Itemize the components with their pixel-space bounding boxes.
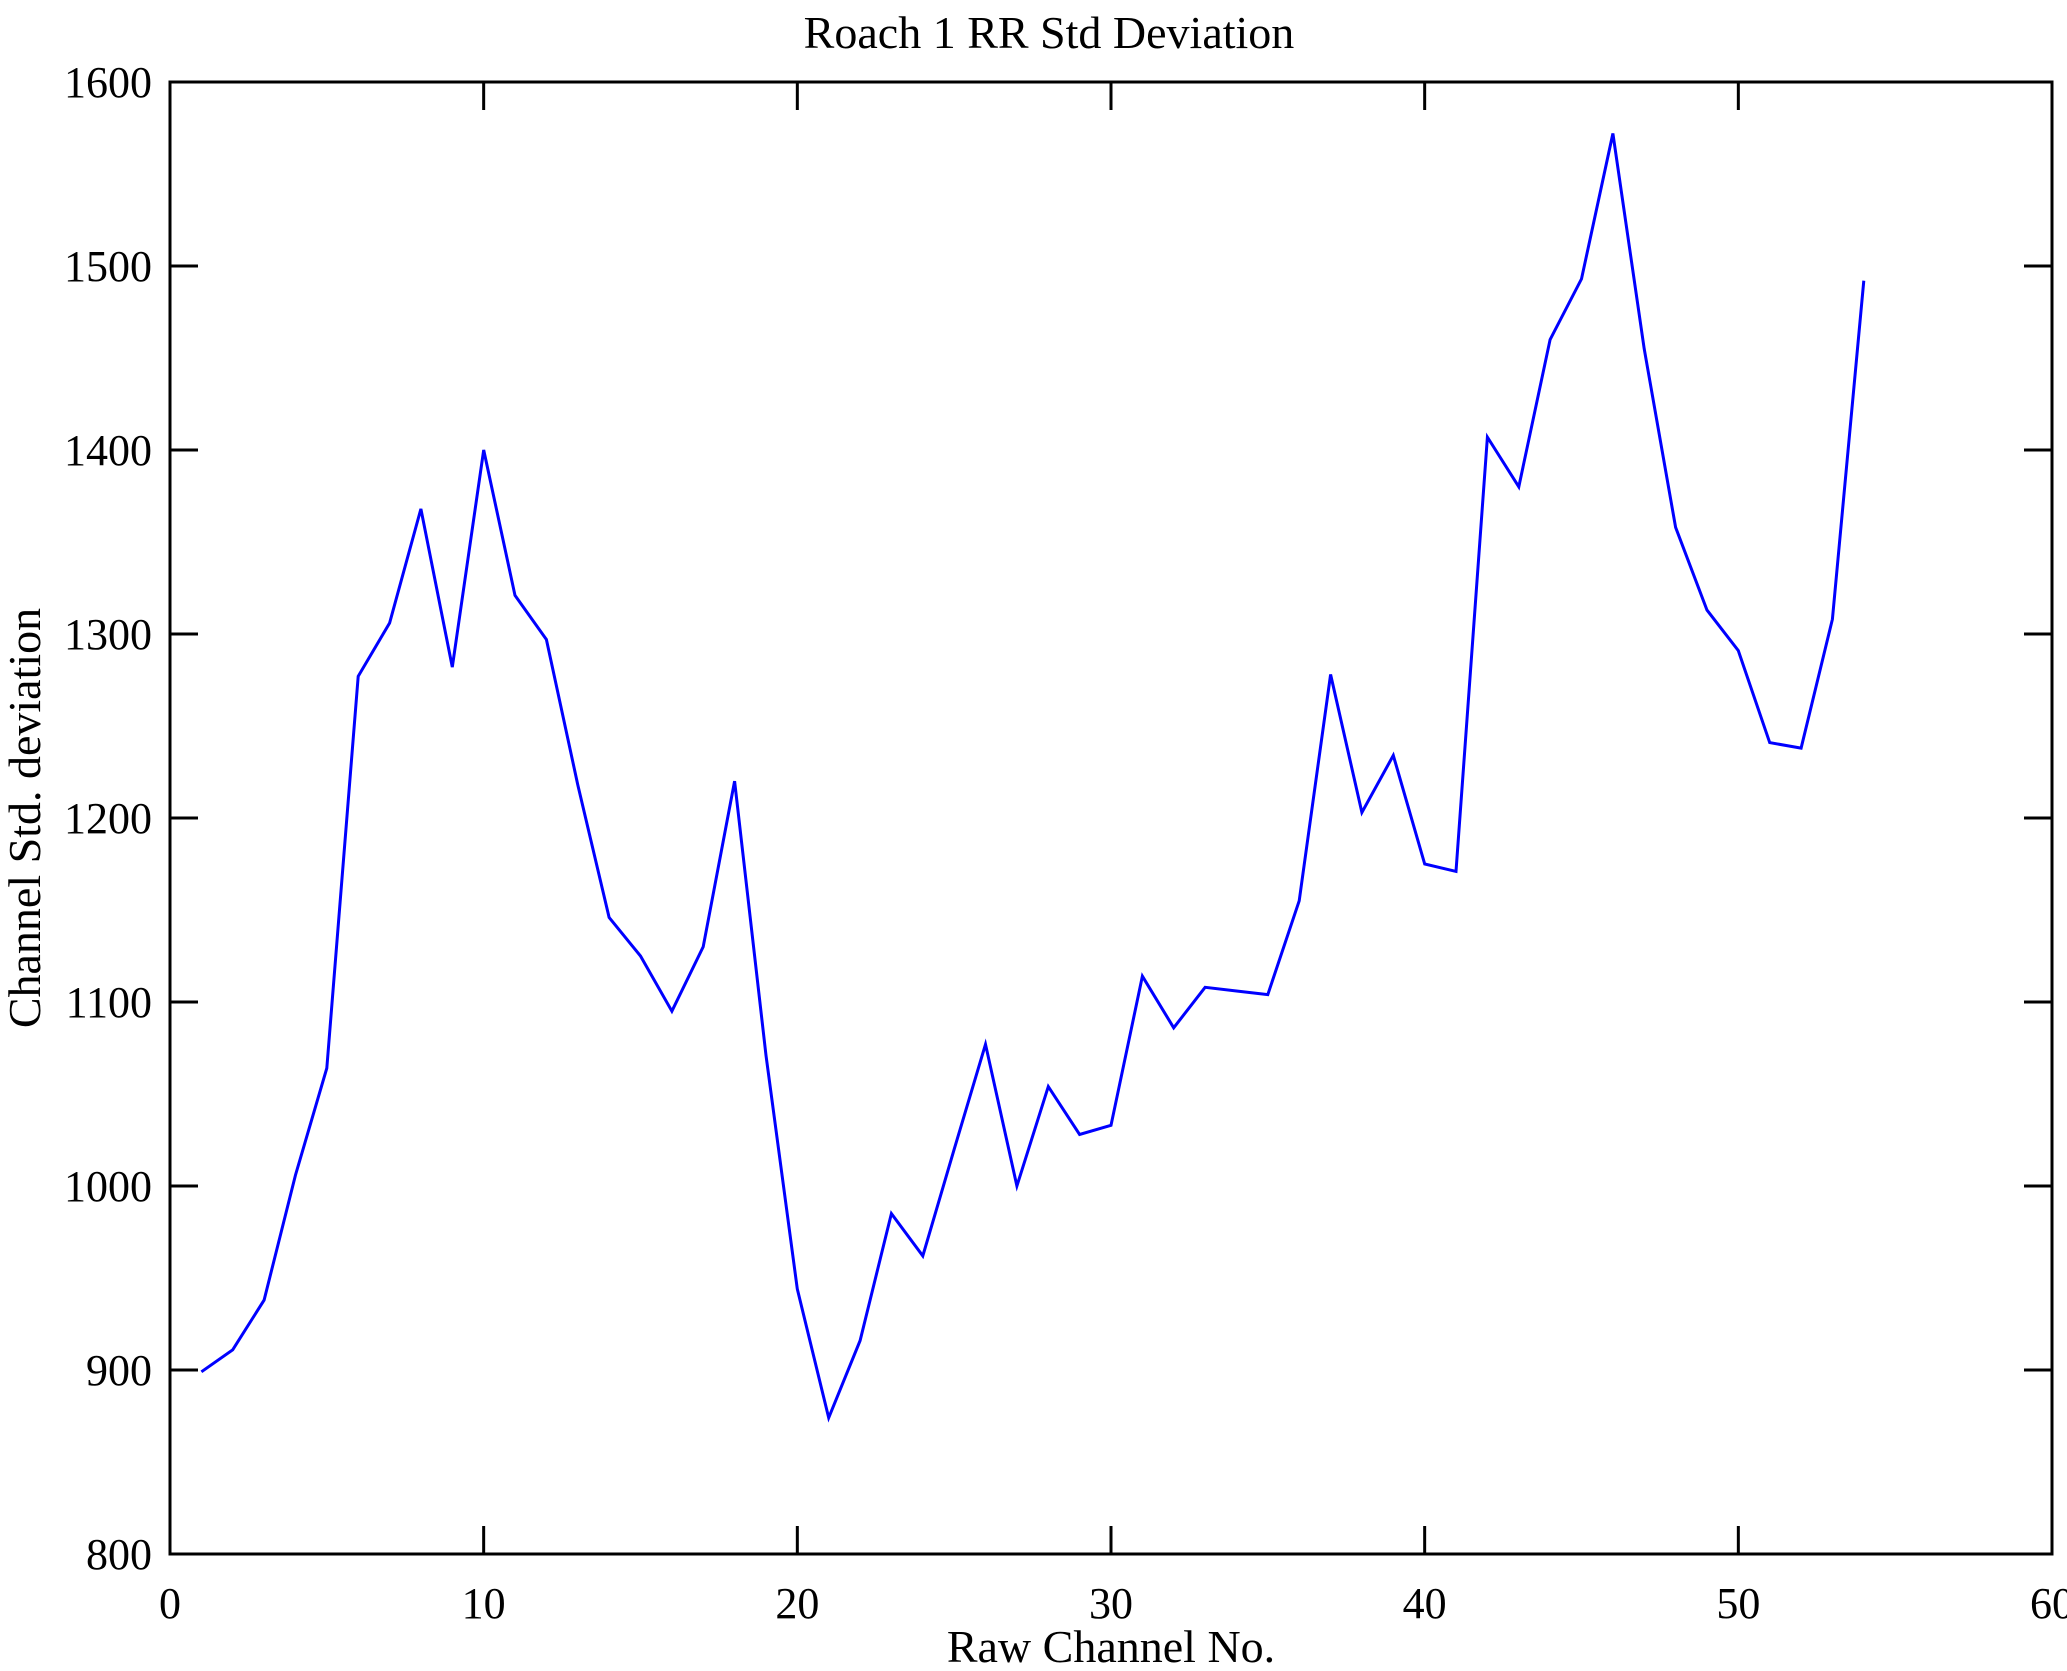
tick-label-layer: 0 10 20 30 40 50 60 800 900 1000 1100 1200 1300 1400 1… [64, 58, 2067, 1628]
chart-title: Roach 1 RR Std Deviation [804, 7, 1295, 58]
y-tick-label: 1300 [64, 610, 152, 659]
y-tick-label: 1000 [64, 1162, 152, 1211]
axes-layer [168, 80, 2054, 1556]
x-tick-label: 50 [1716, 1579, 1760, 1628]
x-axis-label: Raw Channel No. [947, 1621, 1275, 1671]
y-tick-label: 1500 [64, 242, 152, 291]
y-tick-label: 900 [86, 1346, 152, 1395]
x-tick-label: 20 [775, 1579, 819, 1628]
y-tick-label: 800 [86, 1530, 152, 1579]
y-tick-label: 1600 [64, 58, 152, 107]
x-tick-label: 40 [1403, 1579, 1447, 1628]
y-tick-label: 1200 [64, 794, 152, 843]
plot-box [168, 80, 2054, 1556]
series-layer [200, 133, 1866, 1423]
x-tick-label: 0 [159, 1579, 181, 1628]
x-tick-label: 60 [2030, 1579, 2067, 1628]
x-tick-label: 30 [1089, 1579, 1133, 1628]
y-tick-label: 1100 [66, 978, 152, 1027]
data-line [200, 133, 1866, 1423]
y-tick-label: 1400 [64, 426, 152, 475]
y-axis-label: Channel Std. deviation [0, 608, 50, 1028]
x-tick-label: 10 [462, 1579, 506, 1628]
